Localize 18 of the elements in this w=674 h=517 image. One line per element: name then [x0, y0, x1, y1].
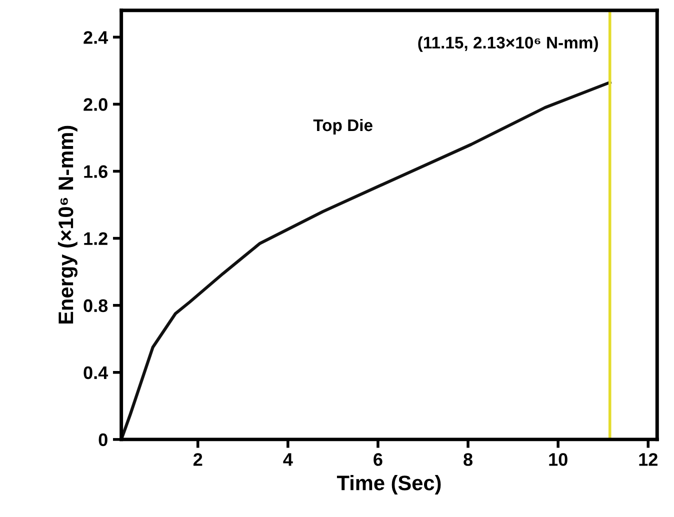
x-axis-title: Time (Sec): [336, 475, 441, 494]
y-axis-title: Energy (×10⁶ N-mm): [58, 126, 78, 324]
x-tick-label: 2: [193, 453, 202, 466]
x-tick-label: 6: [374, 453, 382, 466]
y-tick-label: 0.4: [84, 366, 108, 380]
y-tick-label: 0.8: [84, 299, 108, 312]
line-series: [121, 80, 612, 440]
x-tick-label: 10: [549, 453, 568, 466]
x-tick-label: 8: [464, 453, 472, 466]
y-tick-label: 2.0: [84, 98, 108, 111]
y-tick-label: 0: [98, 433, 108, 446]
text: Top Die: [313, 118, 372, 134]
y-tick-label: 2.4: [84, 31, 108, 44]
y-tick-label: 1.6: [84, 165, 108, 178]
annotation: (11.15, 2.13×10⁶ N-mm): [418, 36, 598, 52]
x-tick-label: 4: [283, 453, 293, 466]
y-tick-label: 1.2: [84, 232, 108, 245]
x-tick-label: 12: [639, 453, 658, 466]
